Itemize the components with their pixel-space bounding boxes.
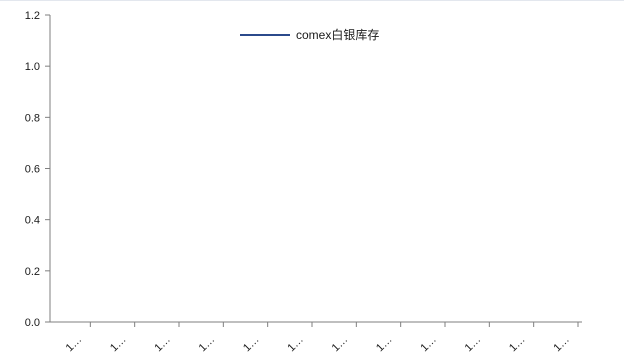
y-tick-label: 0.2 — [25, 266, 40, 278]
x-tick-label: 1… — [418, 334, 439, 355]
y-tick-label: 0.8 — [25, 112, 40, 124]
x-tick-label: 1… — [330, 334, 351, 355]
y-tick-label: 0.6 — [25, 164, 40, 176]
top-border — [0, 0, 624, 1]
y-tick-label: 0.0 — [25, 317, 40, 329]
x-tick-label: 1… — [64, 334, 85, 355]
y-tick-label: 1.0 — [25, 61, 40, 73]
x-tick-label: 1… — [285, 334, 306, 355]
axes — [49, 15, 582, 323]
x-tick-label: 1… — [197, 334, 218, 355]
x-tick-label: 1… — [241, 334, 262, 355]
legend-label: comex白银库存 — [296, 27, 379, 42]
x-tick-label: 1… — [463, 334, 484, 355]
x-tick-label: 1… — [551, 334, 572, 355]
x-axis-ticks: 1… 1… 1… 1… 1… 1… 1… 1… 1… 1… 1… 1… — [64, 322, 579, 355]
x-tick-label: 1… — [108, 334, 129, 355]
y-axis-ticks: 0.0 0.2 0.4 0.6 0.8 1.0 1.2 — [25, 10, 50, 329]
x-tick-label: 1… — [374, 334, 395, 355]
y-tick-label: 0.4 — [25, 215, 40, 227]
x-tick-label: 1… — [507, 334, 528, 355]
legend: comex白银库存 — [240, 27, 379, 42]
y-tick-label: 1.2 — [25, 10, 40, 22]
x-tick-label: 1… — [152, 334, 173, 355]
